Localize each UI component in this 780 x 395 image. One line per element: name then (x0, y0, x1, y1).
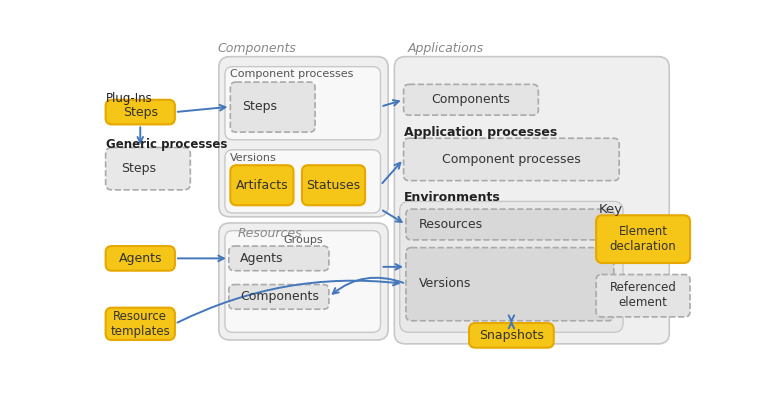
FancyBboxPatch shape (225, 150, 381, 213)
Text: Component processes: Component processes (442, 152, 581, 166)
Text: Steps: Steps (121, 162, 156, 175)
Text: Environments: Environments (403, 191, 500, 203)
FancyBboxPatch shape (406, 209, 614, 240)
Text: Key: Key (598, 203, 622, 216)
FancyBboxPatch shape (395, 56, 669, 344)
Text: Steps: Steps (242, 100, 277, 113)
Text: Versions: Versions (419, 277, 471, 290)
FancyBboxPatch shape (469, 323, 554, 348)
Text: Application processes: Application processes (403, 126, 557, 139)
FancyBboxPatch shape (403, 85, 538, 115)
Text: Components: Components (240, 290, 319, 303)
FancyBboxPatch shape (403, 138, 619, 181)
FancyBboxPatch shape (225, 67, 381, 140)
FancyBboxPatch shape (105, 100, 175, 124)
Text: Artifacts: Artifacts (236, 179, 289, 192)
FancyBboxPatch shape (230, 82, 315, 132)
FancyBboxPatch shape (229, 246, 329, 271)
Text: Groups: Groups (283, 235, 323, 245)
Text: Components: Components (431, 93, 510, 106)
Text: Snapshots: Snapshots (479, 329, 544, 342)
Text: Resources: Resources (419, 218, 483, 231)
Text: Referenced
element: Referenced element (610, 281, 676, 309)
FancyBboxPatch shape (225, 231, 381, 332)
Text: Resource
templates: Resource templates (111, 310, 170, 338)
Text: Resources: Resources (238, 227, 303, 240)
FancyBboxPatch shape (105, 308, 175, 340)
FancyBboxPatch shape (596, 275, 690, 317)
FancyBboxPatch shape (219, 223, 388, 340)
FancyBboxPatch shape (219, 56, 388, 217)
FancyBboxPatch shape (596, 215, 690, 263)
Text: Statuses: Statuses (307, 179, 360, 192)
Text: Versions: Versions (230, 153, 277, 163)
Text: Agents: Agents (240, 252, 284, 265)
FancyBboxPatch shape (229, 284, 329, 309)
FancyBboxPatch shape (105, 246, 175, 271)
FancyBboxPatch shape (406, 248, 614, 321)
Text: Steps: Steps (122, 105, 158, 118)
FancyBboxPatch shape (399, 201, 623, 332)
Text: Element
declaration: Element declaration (610, 225, 676, 253)
Text: Applications: Applications (407, 42, 484, 55)
Text: Agents: Agents (119, 252, 162, 265)
Text: Generic processes: Generic processes (105, 138, 227, 151)
FancyBboxPatch shape (302, 165, 365, 205)
Text: Components: Components (218, 42, 296, 55)
FancyBboxPatch shape (230, 165, 293, 205)
FancyBboxPatch shape (105, 147, 190, 190)
Text: Plug-Ins: Plug-Ins (105, 92, 152, 105)
Text: Component processes: Component processes (230, 69, 353, 79)
